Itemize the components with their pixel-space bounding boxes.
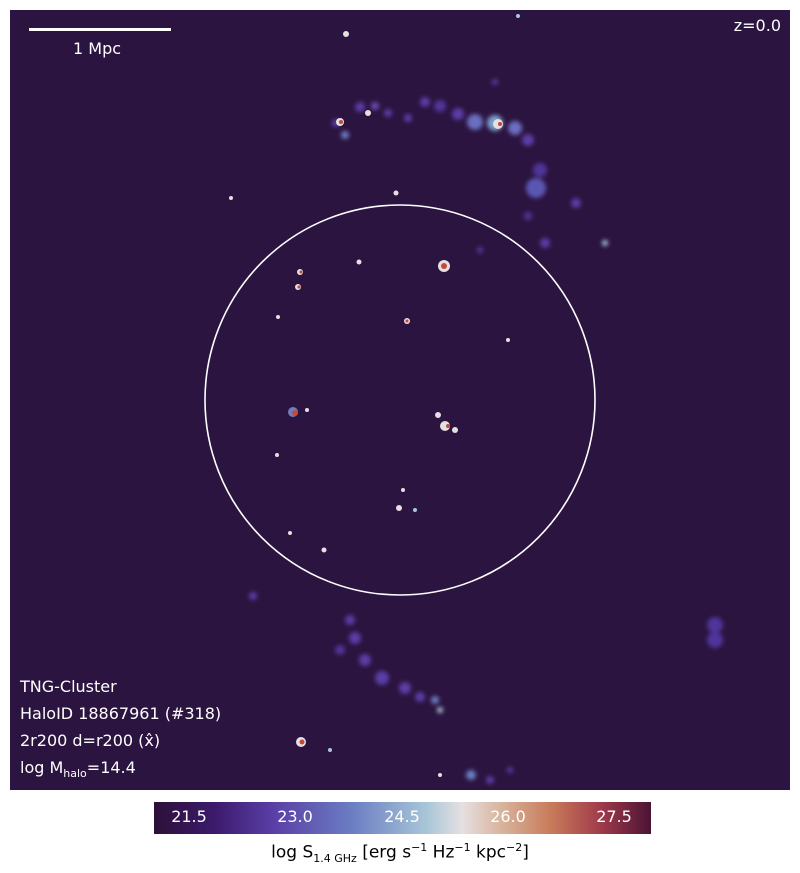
colorbar-hz: Hz: [427, 842, 455, 863]
colorbar-exp2: −1: [454, 841, 471, 854]
colorbar-label-units: [erg s: [362, 842, 412, 863]
colorbar-label-prefix: log S: [271, 842, 314, 863]
colorbar-label: log S1.4 GHz [erg s−1 Hz−1 kpc−2]: [0, 841, 800, 865]
r200-circle: [204, 204, 596, 596]
colorbar-tick: 23.0: [277, 807, 313, 826]
colorbar-ticks: 21.5 23.0 24.5 26.0 27.5: [154, 802, 651, 834]
compact-sources: [229, 14, 520, 777]
colorbar-tick: 21.5: [171, 807, 207, 826]
halo-mass-subscript: halo: [63, 767, 87, 781]
halo-id: HaloID 18867961 (#318): [20, 704, 222, 723]
halo-mass-prefix: log M: [20, 758, 64, 777]
colorbar-tick: 26.0: [490, 807, 526, 826]
colorbar: [154, 802, 651, 834]
colorbar-close: ]: [522, 842, 529, 863]
colorbar-kpc: kpc: [470, 842, 507, 863]
colorbar-exp3: −2: [506, 841, 523, 854]
upper-filament: [332, 79, 608, 253]
colorbar-label-subscript: 1.4 GHz: [313, 852, 357, 866]
colorbar-tick: 24.5: [384, 807, 420, 826]
halo-mass-value: =14.4: [86, 758, 136, 777]
halo-mass: log Mhalo=14.4: [20, 758, 136, 780]
simulation-name: TNG-Cluster: [20, 677, 117, 696]
emission-image: [204, 14, 723, 784]
colorbar-exp1: −1: [411, 841, 428, 854]
scale-bar-label: 1 Mpc: [73, 39, 122, 58]
scale-bar: [29, 28, 171, 31]
lower-filament: [249, 592, 723, 784]
projection-extent: 2r200 d=r200 (x̂): [20, 731, 161, 750]
colorbar-tick: 27.5: [596, 807, 632, 826]
radio-emission-map: 1 Mpc z=0.0 TNG-Cluster HaloID 18867961 …: [10, 10, 790, 790]
redshift-label: z=0.0: [733, 16, 781, 35]
